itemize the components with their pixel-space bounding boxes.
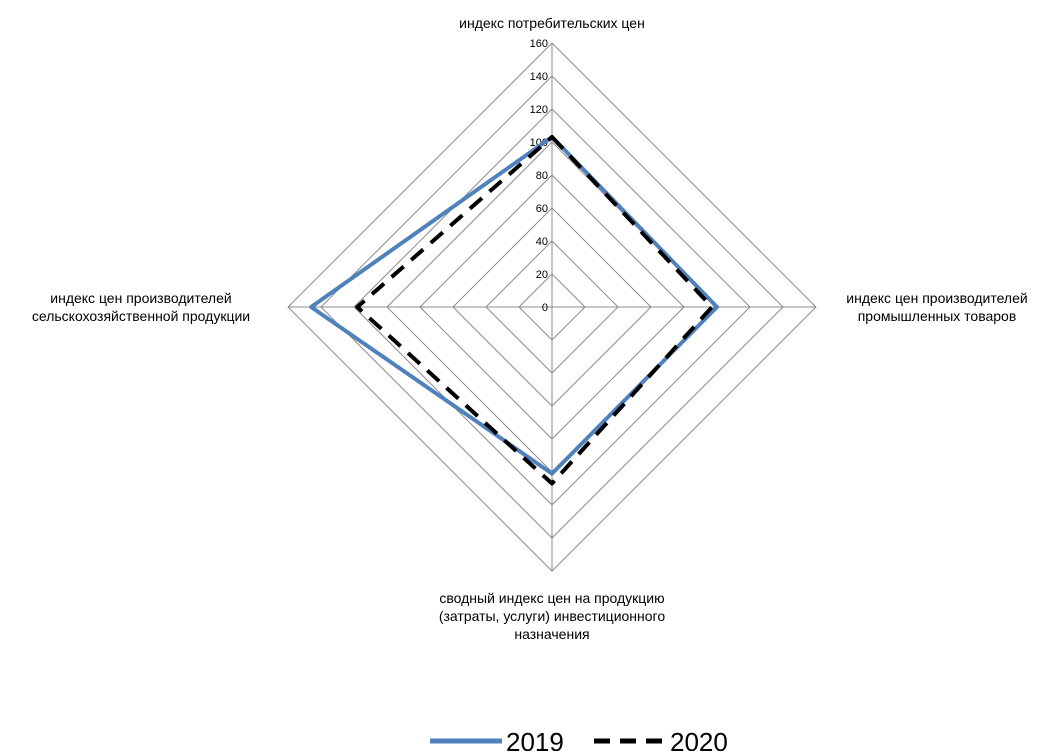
grid — [287, 42, 817, 572]
tick-label: 160 — [530, 38, 548, 50]
category-label: индекс потребительских цен — [459, 15, 645, 31]
series-lines — [309, 135, 719, 486]
category-label: сводный индекс цен на продукцию (затраты,… — [439, 590, 666, 642]
legend-label: 2020 — [670, 727, 728, 751]
category-label-line: индекс потребительских цен — [459, 15, 645, 31]
category-label-line: назначения — [514, 626, 589, 642]
legend: 2019 2020 — [430, 727, 728, 751]
category-label-line: индекс цен производителей — [846, 290, 1027, 306]
tick-label: 20 — [536, 269, 548, 281]
tick-label: 120 — [530, 104, 548, 116]
tick-label: 60 — [536, 203, 548, 215]
tick-label: 40 — [536, 236, 548, 248]
tick-label: 100 — [530, 137, 548, 149]
series-line-2019 — [309, 135, 719, 476]
category-label-line: промышленных товаров — [858, 308, 1017, 324]
category-label: индекс цен производителей промышленных то… — [846, 290, 1027, 324]
category-label-line: (затраты, услуги) инвестиционного — [439, 608, 666, 624]
tick-label: 80 — [536, 170, 548, 182]
category-labels: индекс потребительских цен индекс цен про… — [32, 15, 1028, 642]
category-label-line: индекс цен производителей — [50, 290, 231, 306]
category-label: индекс цен производителей сельскохозяйств… — [32, 290, 250, 324]
legend-label: 2019 — [506, 727, 564, 751]
tick-label: 0 — [542, 302, 548, 314]
radial-tick-labels: 0 20 40 60 80 100 120 140 160 — [530, 38, 548, 314]
category-label-line: сельскохозяйственной продукции — [32, 308, 250, 324]
category-label-line: сводный индекс цен на продукцию — [439, 590, 664, 606]
tick-label: 140 — [530, 71, 548, 83]
